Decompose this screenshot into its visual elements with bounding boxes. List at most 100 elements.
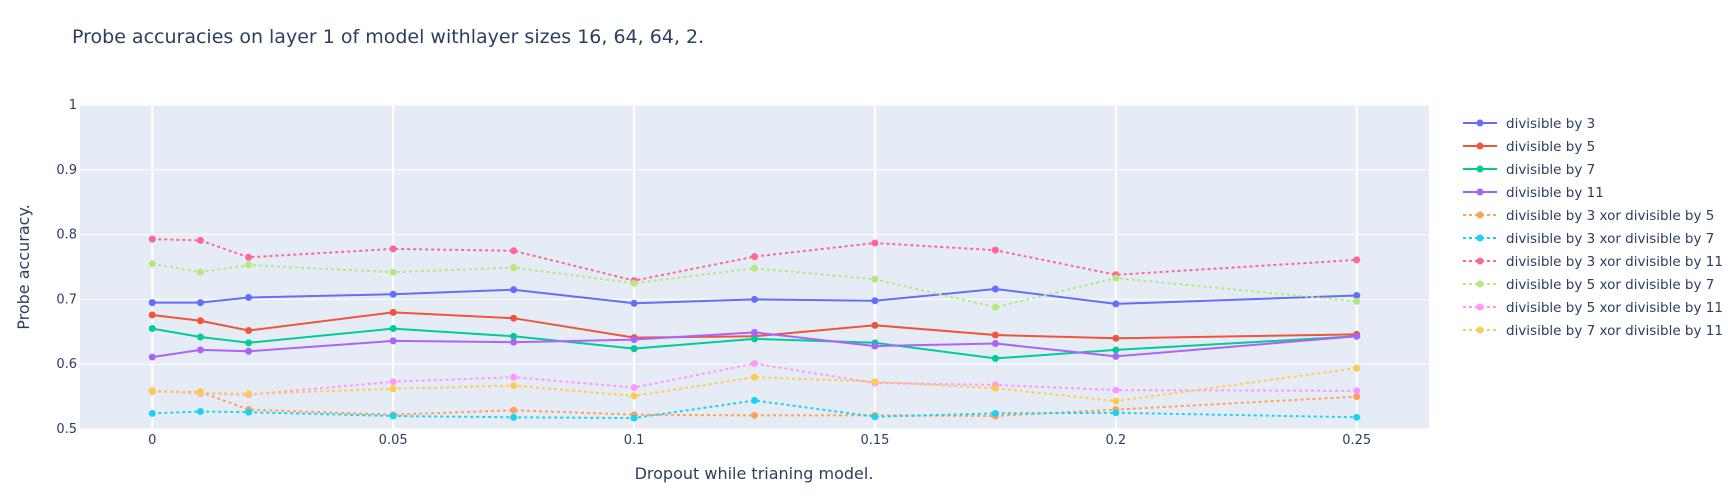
data-point[interactable] (510, 314, 518, 322)
data-point[interactable] (991, 384, 999, 392)
data-point[interactable] (1112, 334, 1120, 342)
legend-item[interactable]: divisible by 7 xor divisible by 11 (1463, 323, 1723, 339)
data-point[interactable] (245, 261, 253, 269)
data-point[interactable] (991, 331, 999, 339)
data-point[interactable] (1353, 297, 1361, 305)
data-point[interactable] (991, 246, 999, 254)
data-point[interactable] (389, 337, 397, 345)
data-point[interactable] (991, 285, 999, 293)
data-point[interactable] (871, 413, 879, 421)
data-point[interactable] (510, 286, 518, 294)
data-point[interactable] (245, 347, 253, 355)
data-point[interactable] (630, 414, 638, 422)
data-point[interactable] (630, 384, 638, 392)
data-point[interactable] (245, 253, 253, 261)
data-point[interactable] (751, 295, 758, 303)
data-point[interactable] (196, 389, 204, 397)
data-point[interactable] (389, 268, 397, 276)
data-point[interactable] (148, 353, 156, 361)
data-point[interactable] (1112, 300, 1120, 308)
data-point[interactable] (148, 325, 156, 333)
data-point[interactable] (991, 339, 999, 347)
data-point[interactable] (245, 408, 253, 416)
data-point[interactable] (1353, 256, 1361, 264)
data-point[interactable] (389, 290, 397, 298)
data-point[interactable] (630, 279, 638, 287)
data-point[interactable] (389, 385, 397, 393)
data-point[interactable] (148, 311, 156, 319)
legend-item[interactable]: divisible by 3 xor divisible by 7 (1463, 231, 1714, 247)
data-point[interactable] (245, 293, 253, 301)
data-point[interactable] (751, 253, 758, 261)
data-point[interactable] (196, 408, 204, 416)
data-point[interactable] (245, 327, 253, 335)
legend-item[interactable]: divisible by 3 (1463, 116, 1595, 132)
data-point[interactable] (871, 297, 879, 305)
data-point[interactable] (510, 406, 518, 414)
data-point[interactable] (245, 339, 253, 347)
data-point[interactable] (148, 299, 156, 307)
data-point[interactable] (510, 373, 518, 381)
data-point[interactable] (871, 321, 879, 329)
data-point[interactable] (630, 392, 638, 400)
data-point[interactable] (510, 338, 518, 346)
data-point[interactable] (751, 360, 758, 368)
legend-item[interactable]: divisible by 3 xor divisible by 5 (1463, 208, 1714, 224)
data-point[interactable] (1353, 393, 1361, 401)
data-point[interactable] (871, 342, 879, 350)
data-point[interactable] (751, 264, 758, 272)
legend-item[interactable]: divisible by 5 xor divisible by 11 (1463, 300, 1723, 316)
data-point[interactable] (751, 328, 758, 336)
data-point[interactable] (389, 308, 397, 316)
data-point[interactable] (1112, 409, 1120, 417)
data-point[interactable] (510, 413, 518, 421)
legend-item[interactable]: divisible by 3 xor divisible by 11 (1463, 254, 1723, 270)
data-point[interactable] (1112, 386, 1120, 394)
data-point[interactable] (871, 239, 879, 247)
data-point[interactable] (1112, 397, 1120, 405)
data-point[interactable] (196, 268, 204, 276)
data-point[interactable] (389, 325, 397, 333)
data-point[interactable] (630, 345, 638, 353)
data-point[interactable] (751, 373, 758, 381)
data-point[interactable] (991, 303, 999, 311)
data-point[interactable] (751, 411, 758, 419)
data-point[interactable] (245, 390, 253, 398)
data-point[interactable] (1353, 364, 1361, 372)
data-point[interactable] (1353, 387, 1361, 395)
data-point[interactable] (1112, 346, 1120, 354)
legend-item[interactable]: divisible by 5 (1463, 139, 1595, 155)
data-point[interactable] (991, 409, 999, 417)
data-point[interactable] (751, 396, 758, 404)
data-point[interactable] (630, 299, 638, 307)
legend-item[interactable]: divisible by 5 xor divisible by 7 (1463, 277, 1714, 293)
data-point[interactable] (871, 275, 879, 283)
legend-item[interactable]: divisible by 7 (1463, 162, 1595, 178)
data-point[interactable] (510, 247, 518, 255)
data-point[interactable] (751, 335, 758, 343)
data-point[interactable] (148, 387, 156, 395)
data-point[interactable] (196, 299, 204, 307)
data-point[interactable] (510, 264, 518, 272)
data-point[interactable] (1353, 413, 1361, 421)
data-point[interactable] (1353, 292, 1361, 300)
data-point[interactable] (196, 346, 204, 354)
legend[interactable]: divisible by 3 divisible by 5 divisible by… (1463, 116, 1723, 339)
data-point[interactable] (389, 378, 397, 386)
data-point[interactable] (1112, 352, 1120, 360)
data-point[interactable] (1353, 332, 1361, 340)
data-point[interactable] (389, 245, 397, 253)
data-point[interactable] (196, 333, 204, 341)
data-point[interactable] (1112, 274, 1120, 282)
data-point[interactable] (510, 382, 518, 390)
data-point[interactable] (196, 236, 204, 244)
data-point[interactable] (871, 378, 879, 386)
data-point[interactable] (148, 260, 156, 268)
data-point[interactable] (196, 317, 204, 325)
legend-item[interactable]: divisible by 11 (1463, 185, 1604, 201)
data-point[interactable] (389, 412, 397, 420)
data-point[interactable] (510, 332, 518, 340)
data-point[interactable] (148, 409, 156, 417)
data-point[interactable] (991, 354, 999, 362)
data-point[interactable] (148, 235, 156, 243)
